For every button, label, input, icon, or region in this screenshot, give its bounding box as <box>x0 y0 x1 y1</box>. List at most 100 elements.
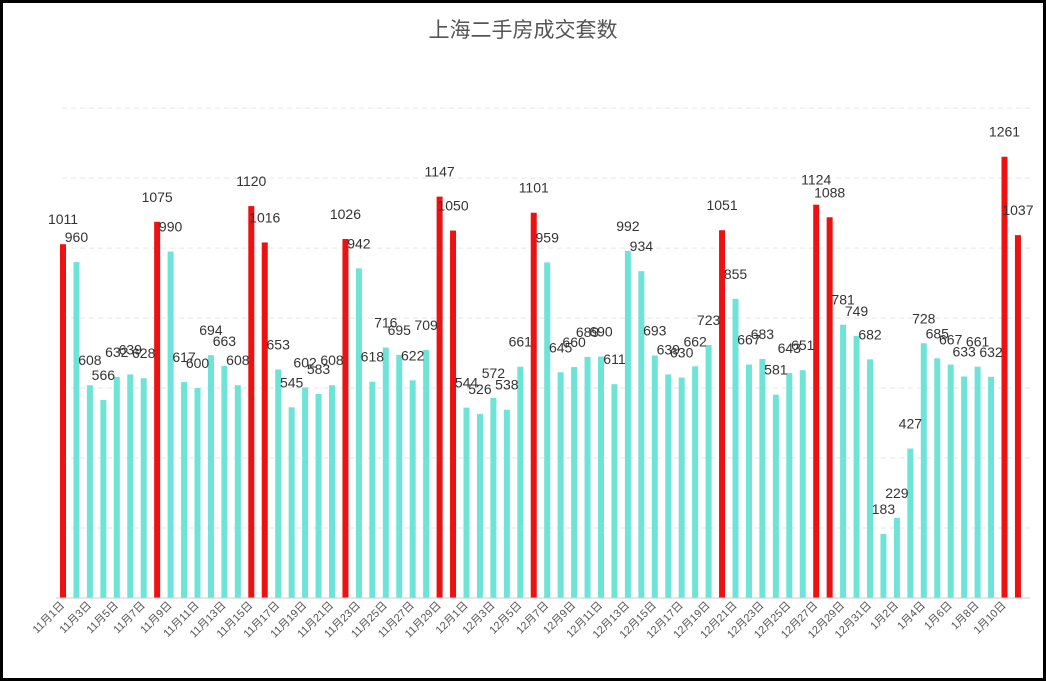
bar-12月1日 <box>463 407 470 598</box>
bar-12月6日 <box>530 212 537 598</box>
bar-11月8日 <box>154 221 161 598</box>
data-label: 723 <box>697 312 721 328</box>
bar-11月28日 <box>423 349 430 598</box>
x-tick-label: 1月4日 <box>895 600 928 633</box>
data-label: 643 <box>778 340 802 356</box>
data-label: 645 <box>549 339 573 355</box>
bar-11月1日 <box>60 244 66 598</box>
data-label: 600 <box>186 355 210 371</box>
data-label: 630 <box>670 345 694 361</box>
data-label: 990 <box>159 219 183 235</box>
bar-12月16日 <box>665 374 672 598</box>
bar-11月9日 <box>167 251 174 598</box>
bar-11月16日 <box>261 242 268 598</box>
data-label: 855 <box>724 266 748 282</box>
bar-11月5日 <box>113 376 120 598</box>
data-label: 660 <box>562 334 586 350</box>
data-label: 633 <box>952 343 976 359</box>
bar-1月11日 <box>1014 235 1021 598</box>
bar-12月25日 <box>786 372 793 598</box>
bar-1月3日 <box>907 448 914 598</box>
data-label: 526 <box>468 381 492 397</box>
data-label: 608 <box>78 352 102 368</box>
bar-11月10日 <box>181 382 188 598</box>
bar-1月10日 <box>1001 156 1008 599</box>
data-label: 1120 <box>236 173 266 189</box>
data-label: 617 <box>172 349 196 365</box>
data-label: 781 <box>831 292 855 308</box>
bar-11月30日 <box>450 230 457 598</box>
bar-1月1日 <box>880 533 887 598</box>
bar-12月13日 <box>624 250 631 598</box>
data-label: 1075 <box>142 189 173 205</box>
data-label: 545 <box>280 374 304 390</box>
data-label: 608 <box>226 352 250 368</box>
data-label: 572 <box>482 365 506 381</box>
x-axis: 11月1日11月3日11月5日11月7日11月9日11月11日11月13日11月… <box>31 597 1030 641</box>
data-label: 1016 <box>249 209 280 225</box>
bar-11月2日 <box>73 262 80 598</box>
bar-12月26日 <box>799 370 806 598</box>
data-label: 690 <box>589 324 613 340</box>
bar-1月5日 <box>934 358 941 598</box>
data-label: 602 <box>293 354 317 370</box>
data-label: 229 <box>885 485 909 501</box>
bar-12月31日 <box>867 359 873 598</box>
bar-11月25日 <box>382 347 389 598</box>
data-label: 538 <box>495 377 519 393</box>
data-label: 661 <box>966 334 990 350</box>
data-label: 694 <box>199 322 223 338</box>
data-label: 618 <box>361 349 385 365</box>
bar-11月3日 <box>86 385 93 598</box>
data-label: 1124 <box>801 172 831 188</box>
bar-12月2日 <box>476 413 483 598</box>
data-label: 661 <box>509 334 533 350</box>
bar-12月10日 <box>584 356 591 598</box>
data-label: 611 <box>603 351 626 367</box>
bar-12月29日 <box>840 324 847 598</box>
data-label: 1101 <box>519 180 549 196</box>
bar-12月8日 <box>557 372 564 598</box>
bar-11月4日 <box>100 399 107 598</box>
bar-12月15日 <box>651 355 658 598</box>
bar-11月6日 <box>127 374 134 598</box>
bar-1月4日 <box>920 343 927 598</box>
bar-11月15日 <box>248 206 255 598</box>
data-label: 632 <box>979 344 1003 360</box>
bar-12月22日 <box>745 364 752 598</box>
bar-11月23日 <box>355 268 362 598</box>
bar-12月28日 <box>826 217 833 598</box>
data-label: 934 <box>630 238 654 254</box>
bar-11月24日 <box>369 381 376 598</box>
bar-12月30日 <box>853 335 860 598</box>
bar-12月5日 <box>517 366 524 598</box>
bar-11月11日 <box>194 388 201 598</box>
data-label: 651 <box>791 337 815 353</box>
data-label: 662 <box>683 333 707 349</box>
data-label: 683 <box>751 326 775 342</box>
data-label: 663 <box>213 333 237 349</box>
bar-12月27日 <box>813 204 820 598</box>
chart-title: 上海二手房成交套数 <box>428 19 618 42</box>
data-label: 709 <box>414 317 438 333</box>
bar-12月21日 <box>732 298 739 598</box>
data-label: 1147 <box>425 164 455 180</box>
bar-1月7日 <box>961 376 968 598</box>
bar-12月20日 <box>719 230 726 598</box>
data-label: 1026 <box>330 206 361 222</box>
data-label: 667 <box>737 332 761 348</box>
bar-layer <box>60 156 1021 599</box>
value-label-layer: 1011960608566632639628107599061760069466… <box>48 124 1034 517</box>
data-label: 959 <box>536 229 560 245</box>
bar-12月14日 <box>638 271 645 598</box>
data-label: 960 <box>65 229 89 245</box>
bar-12月4日 <box>503 409 510 598</box>
bar-11月14日 <box>234 385 241 598</box>
bar-1月2日 <box>893 517 900 598</box>
data-label: 1050 <box>437 198 468 214</box>
bar-11月22日 <box>342 238 349 599</box>
data-label: 667 <box>939 332 963 348</box>
data-label: 583 <box>307 361 331 377</box>
bar-12月17日 <box>678 377 685 598</box>
